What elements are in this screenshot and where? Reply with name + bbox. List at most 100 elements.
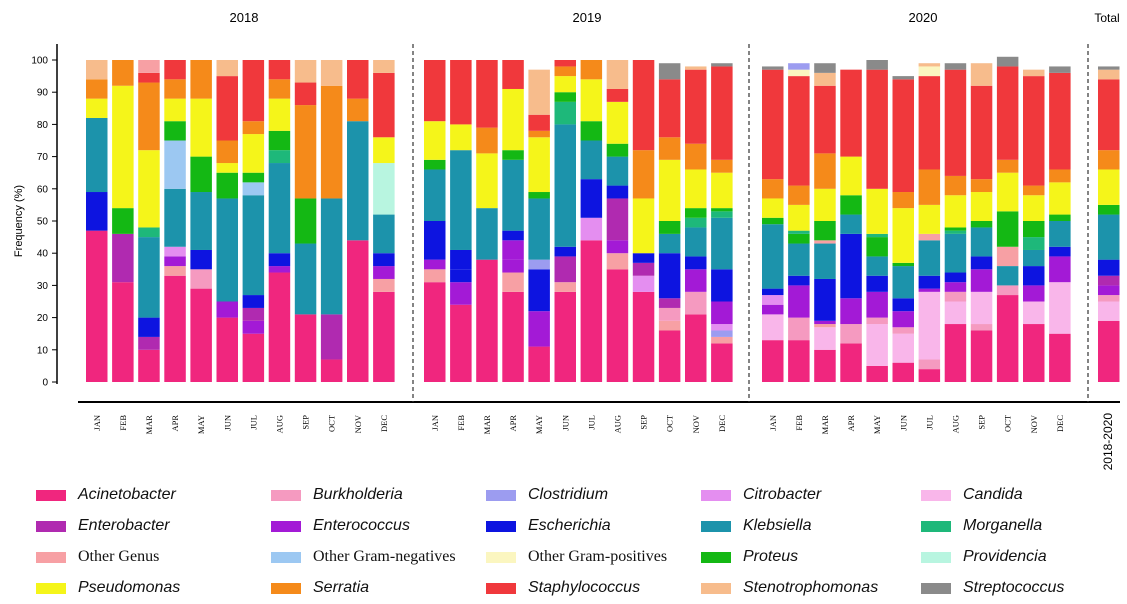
bar-segment [788, 243, 810, 276]
bar-segment [1023, 324, 1045, 382]
bar-segment [658, 298, 681, 308]
bar-segment [138, 317, 160, 337]
bar-segment [711, 159, 733, 173]
x-tick-label: JUN [898, 415, 908, 431]
bar-segment [424, 259, 446, 270]
bar-segment [970, 256, 993, 270]
bar-segment [918, 169, 941, 205]
bar-segment [606, 198, 629, 241]
bar [112, 60, 134, 382]
bar-segment [138, 349, 160, 382]
bar-segment [814, 324, 836, 328]
bar-segment [685, 66, 707, 70]
bar-segment [1023, 301, 1045, 325]
bar-segment [294, 105, 317, 199]
bar-segment [918, 275, 941, 289]
bar-segment [138, 72, 160, 83]
bar-segment [970, 85, 993, 180]
bar-segment [138, 60, 160, 73]
bar-segment [840, 298, 862, 325]
bar [840, 69, 862, 382]
y-tick-label: 20 [37, 313, 49, 324]
legend-item: Other Gram-negatives [271, 546, 456, 568]
legend-swatch [701, 582, 731, 594]
bar-segment [685, 291, 707, 315]
bar [918, 63, 941, 382]
bar-segment [970, 324, 993, 331]
bar-segment [788, 63, 810, 70]
bar-segment [373, 291, 395, 382]
bar-segment [268, 60, 291, 80]
bar-segment [1098, 275, 1120, 286]
bar-segment [138, 336, 160, 350]
legend-item: Proteus [701, 546, 798, 568]
bar-segment [685, 69, 707, 144]
x-tick-label: OCT [1003, 414, 1013, 432]
bar-segment [294, 198, 317, 244]
bar-segment [190, 269, 212, 289]
x-tick-label: JUL [586, 415, 596, 430]
bar-segment [762, 66, 784, 70]
bar-segment [476, 208, 498, 260]
bar-segment [424, 221, 446, 260]
legend-label: Providencia [963, 548, 1047, 565]
bar-segment [373, 278, 395, 292]
bar-segment [632, 253, 655, 263]
bar-segment [528, 269, 550, 312]
bar-segment [711, 330, 733, 337]
legend-label: Pseudomonas [78, 579, 181, 596]
bar-segment [944, 233, 967, 273]
bar-segment [632, 198, 655, 254]
bar-segment [242, 307, 265, 321]
bar-segment [788, 285, 810, 318]
bar-segment [762, 198, 784, 218]
bar-segment [866, 317, 888, 325]
bar-segment [762, 288, 784, 296]
bar-segment [242, 134, 265, 173]
legend-swatch [921, 489, 951, 501]
legend-item: Candida [921, 484, 1023, 506]
bar-segment [814, 327, 836, 350]
bar-segment [1049, 72, 1071, 170]
x-tick-label: JUN [222, 415, 232, 431]
y-tick-label: 0 [42, 378, 48, 389]
bar-segment [866, 256, 888, 276]
bar-segment [632, 262, 655, 276]
bar-segment [554, 291, 576, 382]
stacked-bar-chart: 2018 2019 2020 Total 0 10 20 30 40 50 60 70 80 90 100 F… [13, 10, 1120, 470]
bar-segment [528, 137, 550, 193]
bar-segment [711, 217, 733, 270]
bar [554, 60, 576, 382]
bar-segment [918, 240, 941, 276]
bar-segment [996, 172, 1019, 212]
legend-item: Other Genus [36, 546, 159, 568]
bar-segment [892, 79, 914, 193]
bar-segment [164, 60, 186, 80]
bar-segment [892, 327, 914, 334]
bar-segment [892, 298, 914, 312]
group-label: 2020 [909, 10, 938, 25]
bar-segment [373, 253, 395, 267]
legend-item: Acinetobacter [36, 484, 176, 506]
bar-segment [814, 278, 836, 321]
bar-segment [1049, 246, 1071, 257]
bar-segment [606, 185, 629, 199]
bar-segment [424, 282, 446, 382]
bar [373, 60, 395, 382]
x-tick-label: DEC [379, 415, 389, 432]
bar-segment [1049, 182, 1071, 215]
bar [476, 60, 498, 382]
bar [944, 63, 967, 382]
bar-segment [1049, 221, 1071, 247]
bar [347, 60, 369, 382]
bar-segment [788, 185, 810, 205]
bar [685, 66, 707, 382]
bar-segment [866, 233, 888, 238]
bar-segment [711, 301, 733, 325]
bar-segment [450, 150, 472, 250]
bar-segment [502, 240, 524, 260]
x-tick-label: FEB [456, 415, 466, 431]
bar-segment [450, 60, 472, 125]
bar-segment [685, 314, 707, 382]
legend-label: Other Genus [78, 548, 160, 565]
